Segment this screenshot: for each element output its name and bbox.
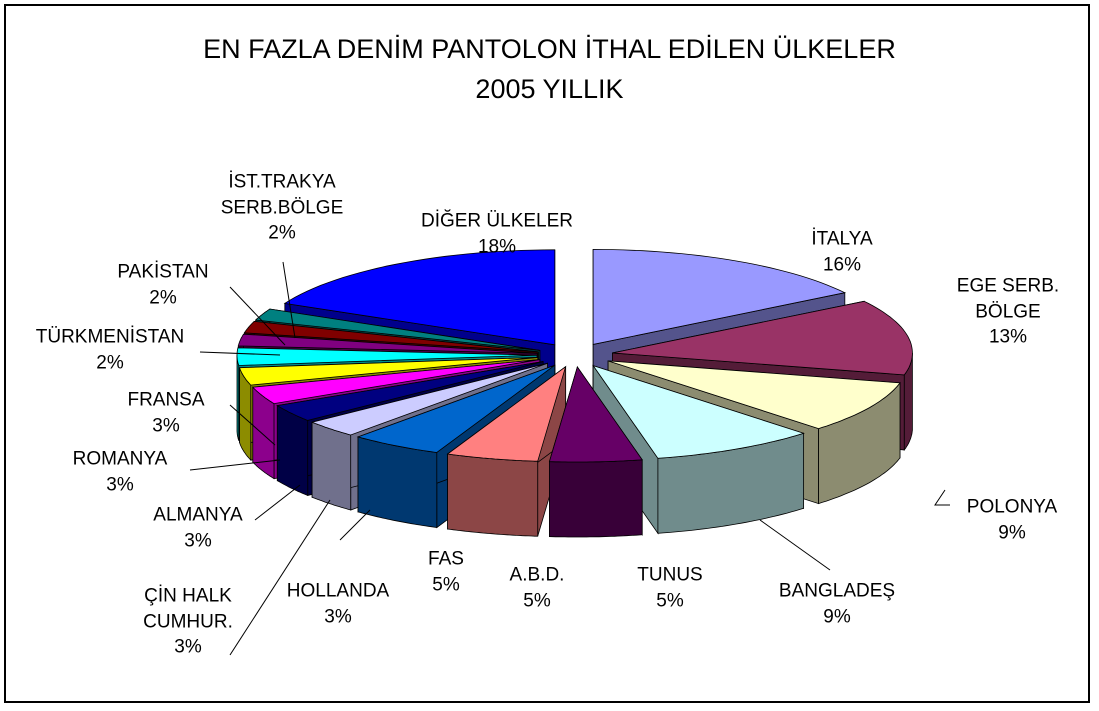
slice (548, 365, 643, 538)
slice-top (310, 362, 548, 436)
slice-top (243, 320, 539, 353)
category-label: ÇİN HALK CUMHUR. (143, 585, 233, 633)
slice-label: İST.TRAKYA SERB.BÖLGE 2% (212, 170, 352, 247)
value-label: 2% (96, 352, 124, 373)
leader-line (934, 489, 950, 506)
category-label: POLONYA (966, 496, 1058, 518)
value-label: 3% (152, 415, 180, 436)
value-label: 9% (823, 606, 851, 627)
category-label: ALMANYA (153, 504, 243, 526)
slice-wall (276, 404, 309, 496)
value-label: 5% (523, 590, 551, 611)
slice-top (592, 364, 805, 459)
slice-wall (236, 355, 240, 441)
value-label: 3% (174, 636, 202, 658)
leader-line (199, 351, 281, 356)
category-label: EGE SERB. BÖLGE (956, 275, 1060, 323)
value-label: 3% (324, 606, 352, 627)
chart-subtitle: 2005 YILLIK (475, 74, 624, 104)
slice-label: EGE SERB. BÖLGE 13% (948, 274, 1068, 351)
value-label: 16% (822, 254, 862, 275)
slice-label: ALMANYA 3% (153, 502, 242, 553)
chart-frame (4, 4, 1090, 703)
leader-line (229, 499, 331, 656)
value-label: 9% (998, 522, 1026, 543)
value-label: 3% (184, 530, 212, 551)
slice-label: A.B.D. 5% (510, 562, 565, 613)
slice-top (283, 249, 556, 346)
slice (446, 365, 567, 537)
slice-label: FRANSA 3% (127, 387, 204, 438)
slice-top (612, 300, 913, 376)
category-label: PAKİSTAN (117, 261, 209, 283)
slice-label: PAKİSTAN 2% (117, 259, 208, 310)
leader-line (254, 484, 301, 521)
chart-title: EN FAZLA DENİM PANTOLON İTHAL EDİLEN ÜLK… (203, 34, 896, 64)
category-label: ROMANYA (72, 448, 168, 470)
slice-label: DİĞER ÜLKELER 18% (421, 208, 573, 259)
category-label: A.B.D. (509, 564, 565, 586)
slice-label: ROMANYA 3% (73, 446, 168, 497)
slice-label: FAS 5% (428, 546, 464, 597)
slice-top (607, 360, 901, 430)
slice-wall (311, 421, 352, 511)
category-label: TÜRKMENİSTAN (35, 326, 185, 348)
leader-line (229, 286, 286, 346)
slice-label: TUNUS 5% (637, 562, 702, 613)
slice-top (356, 364, 556, 453)
value-label: 5% (656, 590, 684, 611)
slice-label: ÇİN HALK CUMHUR. 3% (133, 584, 243, 661)
slice-top (276, 361, 544, 421)
slice-top (236, 347, 538, 366)
slice-label: HOLLANDA 3% (287, 578, 389, 629)
slice-top (237, 333, 538, 354)
slice-label: İTALYA 16% (811, 226, 872, 277)
slice-label: POLONYA 9% (967, 494, 1057, 545)
slice-top (446, 365, 567, 462)
category-label: İST.TRAKYA SERB.BÖLGE (220, 171, 344, 219)
category-label: FAS (428, 548, 464, 570)
category-label: BANGLADEŞ (778, 580, 896, 602)
value-label: 13% (988, 326, 1028, 348)
value-label: 3% (106, 474, 134, 495)
slice-top (592, 248, 847, 345)
leader-line (229, 404, 276, 446)
value-label: 2% (268, 222, 296, 244)
slice-top (251, 359, 540, 405)
slice-top (254, 308, 540, 351)
slice-wall (447, 453, 539, 537)
leader-line (759, 519, 831, 571)
leader-line (339, 509, 371, 541)
slice-top (239, 357, 538, 386)
value-label: 18% (477, 236, 517, 257)
category-label: DİĞER ÜLKELER (420, 210, 574, 232)
category-label: HOLLANDA (286, 580, 390, 602)
slice-top (548, 366, 643, 463)
slice-label: TÜRKMENİSTAN 2% (36, 324, 184, 375)
value-label: 2% (149, 287, 177, 308)
slice-wall (549, 459, 643, 538)
category-label: TUNUS (637, 564, 703, 586)
category-label: FRANSA (127, 389, 205, 411)
category-label: İTALYA (811, 228, 873, 250)
leader-line (282, 261, 296, 339)
leader-line (189, 459, 281, 471)
value-label: 5% (432, 574, 460, 595)
slice-label: BANGLADEŞ 9% (779, 578, 895, 629)
